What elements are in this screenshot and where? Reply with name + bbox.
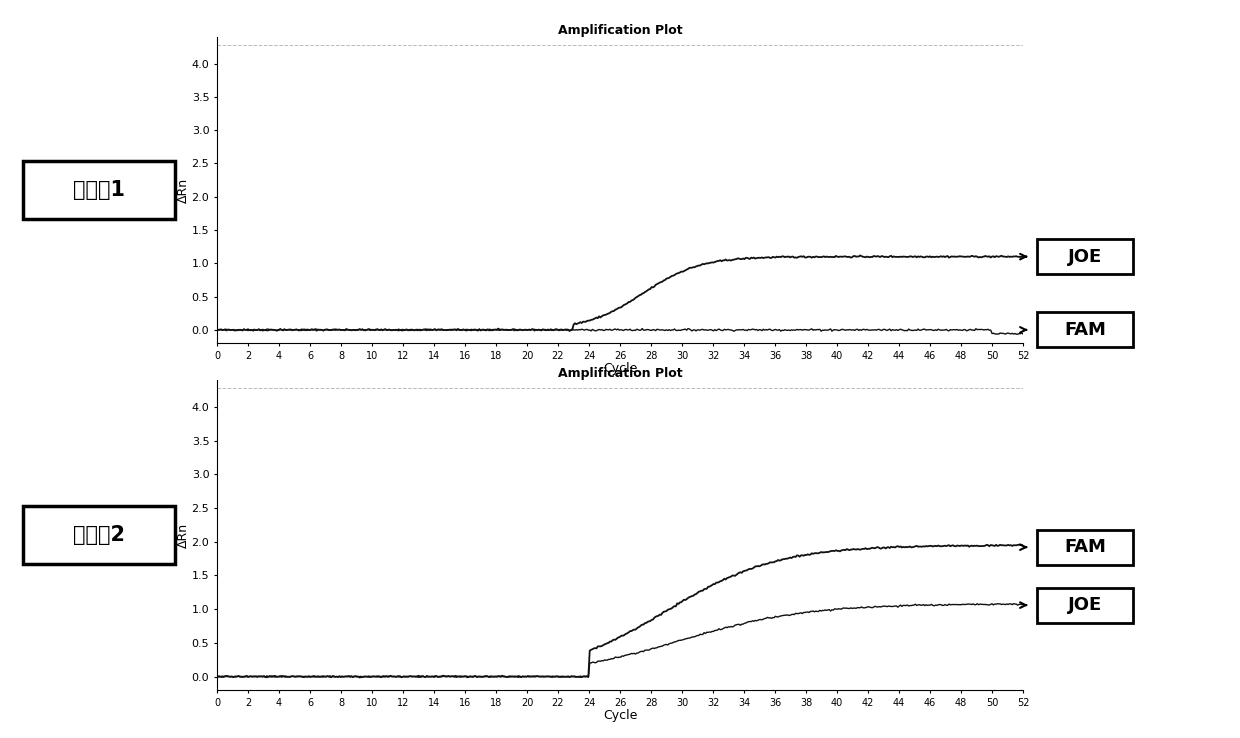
Text: FAM: FAM — [1064, 321, 1106, 339]
FancyBboxPatch shape — [1038, 312, 1132, 348]
FancyBboxPatch shape — [24, 162, 175, 218]
FancyBboxPatch shape — [1038, 239, 1132, 274]
Text: 反应剗2: 反应剗2 — [73, 525, 125, 545]
Text: 反应剗1: 反应剗1 — [73, 180, 125, 200]
Title: Amplification Plot: Amplification Plot — [558, 367, 682, 380]
FancyBboxPatch shape — [1038, 530, 1132, 565]
Y-axis label: ΔRn: ΔRn — [177, 523, 190, 548]
Text: FAM: FAM — [1064, 538, 1106, 556]
Title: Amplification Plot: Amplification Plot — [558, 24, 682, 37]
FancyBboxPatch shape — [1038, 587, 1132, 623]
X-axis label: Cycle: Cycle — [603, 362, 637, 375]
FancyBboxPatch shape — [24, 506, 175, 564]
Y-axis label: ΔRn: ΔRn — [177, 177, 190, 203]
X-axis label: Cycle: Cycle — [603, 709, 637, 722]
Text: JOE: JOE — [1068, 596, 1102, 614]
Text: JOE: JOE — [1068, 248, 1102, 266]
